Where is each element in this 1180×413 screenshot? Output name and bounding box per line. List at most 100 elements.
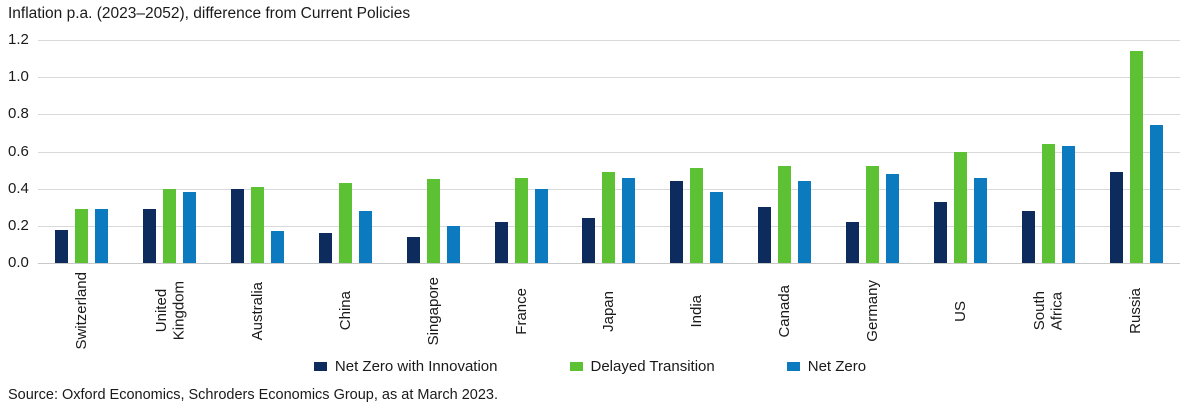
x-axis-label: US [951, 300, 969, 322]
bar-group-russia [1092, 40, 1180, 263]
x-axis-label: Japan [600, 290, 618, 332]
bar [55, 229, 69, 263]
x-axis-slot: China [302, 266, 390, 356]
bar [1129, 51, 1143, 263]
bar-groups [38, 40, 1180, 263]
bar [163, 188, 177, 263]
chart-title: Inflation p.a. (2023–2052), difference f… [8, 5, 411, 22]
gridline [38, 40, 1180, 41]
x-axis-label: Switzerland [73, 272, 91, 350]
x-axis-label: France [512, 287, 530, 335]
legend: Net Zero with Innovation Delayed Transit… [0, 358, 1180, 375]
x-axis-label: South Africa [1030, 291, 1066, 331]
bar [1109, 171, 1123, 263]
x-axis-label: India [688, 294, 706, 328]
plot-area [38, 40, 1180, 264]
x-axis-label: Singapore [424, 276, 442, 346]
bar-group-france [477, 40, 565, 263]
gridline [38, 263, 1180, 264]
y-axis-tick-label: 0.0 [8, 254, 29, 271]
y-axis: 0.0 0.2 0.4 0.6 0.8 1.0 1.2 [0, 31, 36, 271]
bar-group-germany [829, 40, 917, 263]
legend-swatch-blue-icon [786, 362, 800, 371]
x-axis-label: Germany [863, 280, 881, 342]
source-note: Source: Oxford Economics, Schroders Econ… [8, 387, 498, 403]
bar [338, 183, 352, 263]
x-axis-label: China [336, 291, 354, 331]
bar [602, 171, 616, 263]
bar [953, 151, 967, 263]
bar [318, 233, 332, 263]
x-axis-slot: Germany [829, 266, 917, 356]
legend-label: Net Zero [807, 358, 867, 375]
bar [183, 192, 197, 263]
bar [710, 192, 724, 263]
x-axis-slot: Australia [214, 266, 302, 356]
gridline [38, 77, 1180, 79]
bar [886, 173, 900, 263]
bar [271, 231, 285, 263]
x-axis-label: Australia [248, 281, 266, 341]
x-axis-slot: Russia [1092, 266, 1180, 356]
x-axis-slot: Canada [741, 266, 829, 356]
bar-group-us [916, 40, 1004, 263]
y-axis-tick-label: 1.2 [8, 31, 29, 48]
bar [1021, 210, 1035, 263]
bar [358, 210, 372, 263]
gridline [38, 151, 1180, 153]
bar-group-singapore [389, 40, 477, 263]
y-axis-tick-label: 0.4 [8, 179, 29, 197]
bar [446, 225, 460, 263]
bar [406, 236, 420, 263]
bar [690, 168, 704, 263]
bar [758, 207, 772, 263]
bar [251, 186, 265, 263]
bar [534, 188, 548, 263]
bar [933, 201, 947, 263]
bar [1149, 125, 1163, 263]
bar-group-united-kingdom [126, 40, 214, 263]
bar [622, 177, 636, 263]
x-axis-label: Canada [776, 284, 794, 338]
x-axis-slot: South Africa [1004, 266, 1092, 356]
bar [231, 188, 245, 263]
x-axis-slot: India [653, 266, 741, 356]
bar [798, 181, 812, 263]
y-axis-tick-label: 0.2 [8, 216, 29, 234]
bar [75, 209, 89, 263]
x-axis-label: Russia [1127, 288, 1145, 334]
y-axis-tick-label: 1.0 [8, 68, 29, 86]
legend-label: Delayed Transition [590, 358, 715, 375]
x-axis-slot: Japan [565, 266, 653, 356]
bar-group-india [653, 40, 741, 263]
legend-item-delayed-transition: Delayed Transition [569, 358, 715, 375]
bar-group-south-africa [1004, 40, 1092, 263]
bar-group-china [302, 40, 390, 263]
bar [670, 181, 684, 263]
bar-group-canada [741, 40, 829, 263]
x-axis-label: United Kingdom [152, 281, 187, 341]
x-axis: Switzerland United Kingdom Australia China S… [38, 266, 1180, 356]
bar-group-japan [565, 40, 653, 263]
bar [973, 177, 987, 263]
x-axis-slot: France [477, 266, 565, 356]
bar [866, 166, 880, 263]
legend-item-net-zero: Net Zero [786, 358, 867, 375]
gridline [38, 114, 1180, 116]
bar [846, 222, 860, 263]
bar [1041, 144, 1055, 263]
x-axis-slot: US [916, 266, 1004, 356]
legend-swatch-green-icon [569, 362, 583, 371]
bar-group-switzerland [38, 40, 126, 263]
bar [514, 177, 528, 263]
bar [778, 166, 792, 263]
legend-swatch-navy-icon [313, 362, 327, 371]
y-axis-tick-label: 0.8 [8, 105, 29, 123]
bar [582, 218, 596, 263]
legend-label: Net Zero with Innovation [334, 358, 498, 375]
bar [143, 209, 157, 263]
bar [426, 179, 440, 263]
bar [1061, 145, 1075, 263]
x-axis-slot: Singapore [389, 266, 477, 356]
legend-item-net-zero-with-innovation: Net Zero with Innovation [313, 358, 498, 375]
